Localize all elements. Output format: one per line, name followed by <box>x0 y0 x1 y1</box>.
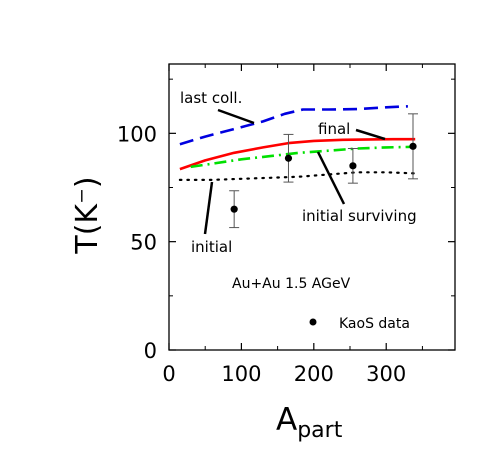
curve-label-initial-surviving: initial surviving <box>302 207 417 225</box>
curve-label-initial-surviving-pointer <box>316 151 346 205</box>
data-points <box>229 113 419 229</box>
series-line-0 <box>179 105 408 146</box>
curve-labels: last coll. final initial surviving initi… <box>180 89 417 256</box>
y-tick-label: 100 <box>117 122 157 146</box>
curve-label-final-pointer <box>355 128 386 141</box>
tick-marks <box>168 64 455 351</box>
series-line-2 <box>190 145 416 169</box>
legend-label: KaoS data <box>339 316 410 332</box>
data-point-2 <box>349 162 357 170</box>
x-tick-label: 100 <box>221 362 261 386</box>
series-line-3 <box>178 171 417 181</box>
legend-marker <box>309 318 317 326</box>
y-axis-label: T(K⁻) <box>70 176 105 254</box>
curve-label-last-coll-pointer <box>217 108 255 125</box>
x-tick-label: 300 <box>366 362 406 386</box>
x-axis-label-main: A <box>276 402 297 438</box>
annotation-system: Au+Au 1.5 AGeV <box>232 276 351 292</box>
tick-labels: 0 100 200 300 0 50 100 <box>117 122 406 386</box>
y-tick-label: 50 <box>130 231 157 255</box>
plot-frame <box>168 63 456 351</box>
data-point-0 <box>230 205 238 213</box>
x-axis-label: Apart <box>276 402 343 443</box>
curve-label-initial-pointer <box>203 181 214 235</box>
curve-label-final: final <box>318 120 350 138</box>
data-point-3 <box>409 142 417 150</box>
x-axis-label-sub: part <box>297 418 342 443</box>
curve-label-last-coll: last coll. <box>180 89 242 107</box>
curves <box>178 105 417 181</box>
data-point-1 <box>284 154 293 162</box>
y-tick-label: 0 <box>144 339 157 363</box>
legend: KaoS data <box>309 316 410 332</box>
x-tick-label: 200 <box>294 362 334 386</box>
x-tick-label: 0 <box>162 362 175 386</box>
curve-label-initial: initial <box>191 238 232 256</box>
